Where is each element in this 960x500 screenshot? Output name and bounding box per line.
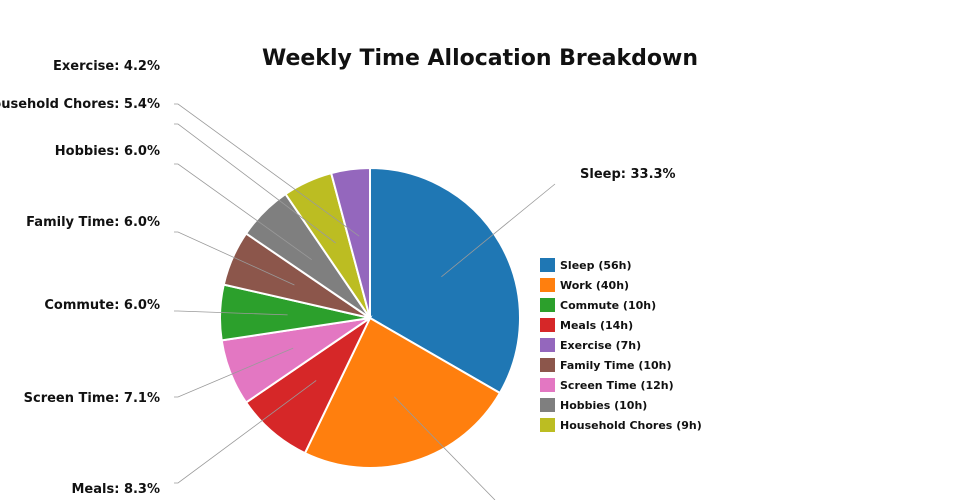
legend-label-sleep: Sleep (56h) [560, 259, 632, 272]
legend-swatch-work [540, 278, 555, 292]
slice-label-commute: Commute: 6.0% [44, 298, 160, 313]
legend-item-meals[interactable]: Meals (14h) [540, 318, 633, 332]
slice-label-hobbies: Hobbies: 6.0% [55, 144, 160, 159]
legend-label-family-time: Family Time (10h) [560, 359, 672, 372]
leader-line-family-time [174, 231, 295, 286]
legend-swatch-exercise [540, 338, 555, 352]
legend-item-work[interactable]: Work (40h) [540, 278, 629, 292]
leader-line-work [394, 396, 496, 500]
legend-label-commute: Commute (10h) [560, 299, 656, 312]
slice-sleep [369, 166, 521, 395]
slice-label-screen-time: Screen Time: 7.1% [24, 391, 160, 406]
leader-line-screen-time [174, 347, 294, 398]
slice-label-meals: Meals: 8.3% [72, 482, 161, 497]
legend-label-work: Work (40h) [560, 279, 629, 292]
legend-item-exercise[interactable]: Exercise (7h) [540, 338, 641, 352]
leader-line-household-chores [174, 123, 336, 244]
chart-title: Weekly Time Allocation Breakdown [262, 46, 698, 71]
legend-swatch-screen-time [540, 378, 555, 392]
slice-label-exercise: Exercise: 4.2% [53, 59, 160, 74]
slice-label-sleep: Sleep: 33.3% [580, 167, 676, 182]
leader-line-commute [174, 310, 288, 316]
legend-label-screen-time: Screen Time (12h) [560, 379, 674, 392]
slice-label-household-chores: Household Chores: 5.4% [0, 97, 160, 112]
leader-lines [174, 103, 556, 500]
legend-label-household-chores: Household Chores (9h) [560, 419, 702, 432]
legend-swatch-meals [540, 318, 555, 332]
legend-swatch-sleep [540, 258, 555, 272]
legend-swatch-commute [540, 298, 555, 312]
legend-label-exercise: Exercise (7h) [560, 339, 641, 352]
leader-line-meals [174, 380, 317, 484]
legend-swatch-household-chores [540, 418, 555, 432]
legend-item-household-chores[interactable]: Household Chores (9h) [540, 418, 702, 432]
legend-item-sleep[interactable]: Sleep (56h) [540, 258, 632, 272]
leader-line-hobbies [174, 163, 312, 261]
slice-label-family-time: Family Time: 6.0% [26, 215, 160, 230]
legend-swatch-hobbies [540, 398, 555, 412]
legend-item-screen-time[interactable]: Screen Time (12h) [540, 378, 674, 392]
legend-label-meals: Meals (14h) [560, 319, 633, 332]
legend: Sleep (56h) Work (40h) Commute (10h) Meals … [540, 258, 702, 432]
legend-item-hobbies[interactable]: Hobbies (10h) [540, 398, 647, 412]
slice-work [303, 316, 502, 469]
legend-label-hobbies: Hobbies (10h) [560, 399, 647, 412]
slice-labels: Sleep: 33.3%Work: 23.8%Meals: 8.3%Screen… [0, 59, 676, 497]
pie-slices [219, 166, 521, 469]
legend-item-commute[interactable]: Commute (10h) [540, 298, 656, 312]
legend-swatch-family-time [540, 358, 555, 372]
leader-line-sleep [441, 183, 556, 278]
legend-item-family-time[interactable]: Family Time (10h) [540, 358, 672, 372]
slice-exercise [329, 166, 371, 319]
leader-line-exercise [174, 103, 360, 237]
